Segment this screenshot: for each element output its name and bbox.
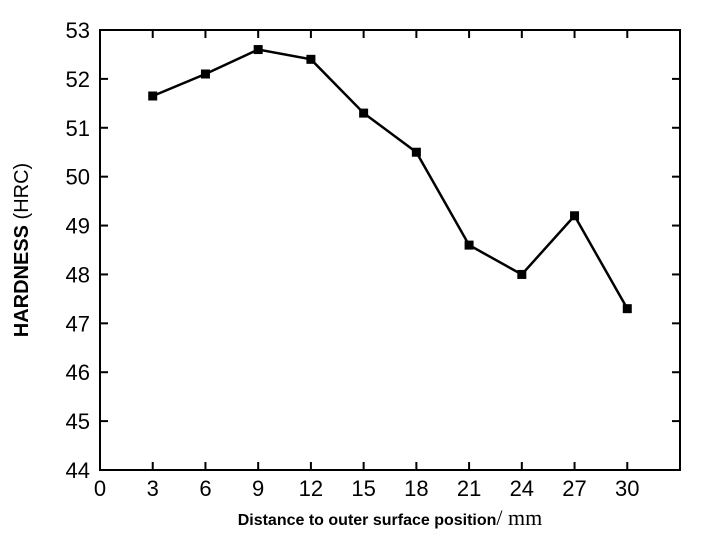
hardness-chart: 0 3 6 9 12 15 18 21 24 27 30 44 45 46 47 48 49 50 51 52 53 HA… bbox=[0, 0, 719, 544]
chart-container: 0 3 6 9 12 15 18 21 24 27 30 44 45 46 47 48 49 50 51 52 53 HA… bbox=[0, 0, 719, 544]
x-tick-label: 15 bbox=[351, 476, 375, 501]
x-tick-label: 6 bbox=[199, 476, 211, 501]
x-tick-label: 27 bbox=[562, 476, 586, 501]
y-tick-label: 49 bbox=[66, 214, 90, 239]
data-marker bbox=[623, 305, 631, 313]
data-marker bbox=[307, 55, 315, 63]
x-tick-label: 24 bbox=[510, 476, 534, 501]
x-tick-label: 0 bbox=[94, 476, 106, 501]
x-tick-label: 18 bbox=[404, 476, 428, 501]
data-marker bbox=[465, 241, 473, 249]
data-marker bbox=[149, 92, 157, 100]
data-marker bbox=[360, 109, 368, 117]
y-tick-label: 53 bbox=[66, 18, 90, 43]
y-axis-title: HARDNESS (HRC) bbox=[11, 163, 33, 337]
data-marker bbox=[571, 212, 579, 220]
x-tick-label: 9 bbox=[252, 476, 264, 501]
data-line bbox=[153, 50, 628, 309]
y-tick-label: 44 bbox=[66, 458, 90, 483]
y-tick-label: 51 bbox=[66, 116, 90, 141]
data-marker bbox=[412, 148, 420, 156]
x-tick-label: 30 bbox=[615, 476, 639, 501]
y-tick-label: 50 bbox=[66, 165, 90, 190]
y-tick-label: 46 bbox=[66, 360, 90, 385]
x-axis-title: Distance to outer surface position/ mm bbox=[238, 505, 543, 530]
x-tick-label: 3 bbox=[147, 476, 159, 501]
data-marker bbox=[201, 70, 209, 78]
y-tick-label: 48 bbox=[66, 262, 90, 287]
y-tick-label: 52 bbox=[66, 67, 90, 92]
data-marker bbox=[254, 46, 262, 54]
y-tick-label: 47 bbox=[66, 311, 90, 336]
data-marker bbox=[518, 270, 526, 278]
x-tick-label: 21 bbox=[457, 476, 481, 501]
x-tick-label: 12 bbox=[299, 476, 323, 501]
y-tick-label: 45 bbox=[66, 409, 90, 434]
